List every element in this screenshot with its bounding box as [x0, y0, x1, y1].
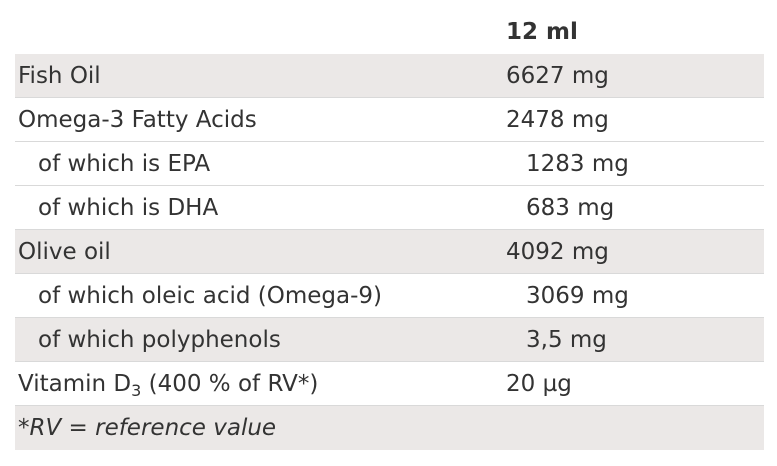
- row-label: Fish Oil: [18, 62, 101, 89]
- row-value: 20 µg: [506, 370, 572, 397]
- row-label: Omega-3 Fatty Acids: [18, 106, 257, 133]
- table-row: Omega-3 Fatty Acids 2478 mg: [15, 98, 764, 142]
- row-label-suffix: (400 % of RV*): [141, 370, 319, 397]
- row-label: Olive oil: [18, 238, 111, 265]
- row-value: 4092 mg: [506, 238, 609, 265]
- row-value: 3,5 mg: [526, 326, 607, 353]
- row-value: 683 mg: [526, 194, 615, 221]
- table-row: Fish Oil 6627 mg: [15, 54, 764, 98]
- table-row: of which polyphenols 3,5 mg: [15, 318, 764, 362]
- row-label: of which polyphenols: [38, 326, 281, 353]
- row-value: 6627 mg: [506, 62, 609, 89]
- row-value: 3069 mg: [526, 282, 629, 309]
- table-header-row: 12 ml: [15, 10, 764, 54]
- nutrition-table: 12 ml Fish Oil 6627 mg Omega-3 Fatty Aci…: [15, 10, 764, 450]
- row-label-prefix: Vitamin D: [18, 370, 132, 397]
- table-row: Vitamin D3 (400 % of RV*) 20 µg: [15, 362, 764, 406]
- table-row: of which oleic acid (Omega-9) 3069 mg: [15, 274, 764, 318]
- row-value: 2478 mg: [506, 106, 609, 133]
- footnote: *RV = reference value: [15, 406, 764, 450]
- row-label-vitamin-d3: Vitamin D3 (400 % of RV*): [15, 370, 506, 400]
- table-row: of which is DHA 683 mg: [15, 186, 764, 230]
- row-label: of which is EPA: [38, 150, 211, 177]
- row-label: of which is DHA: [38, 194, 219, 221]
- row-label: of which oleic acid (Omega-9): [38, 282, 383, 309]
- header-serving-size: 12 ml: [506, 19, 578, 45]
- row-label-subscript: 3: [131, 380, 142, 400]
- table-row: of which is EPA 1283 mg: [15, 142, 764, 186]
- table-row: Olive oil 4092 mg: [15, 230, 764, 274]
- row-value: 1283 mg: [526, 150, 629, 177]
